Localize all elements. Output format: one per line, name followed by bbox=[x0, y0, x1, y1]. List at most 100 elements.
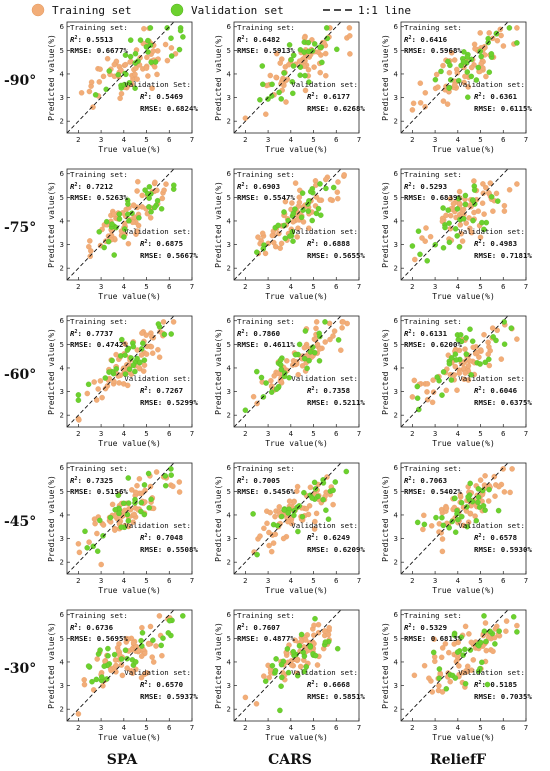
x-tick-label: 2 bbox=[243, 430, 247, 438]
training-point bbox=[146, 641, 152, 647]
validation-point bbox=[488, 194, 495, 200]
training-point bbox=[468, 639, 475, 646]
validation-point bbox=[120, 500, 127, 507]
x-tick-label: 4 bbox=[456, 724, 461, 732]
training-point bbox=[450, 201, 457, 207]
y-tick-label: 3 bbox=[394, 682, 398, 690]
validation-point bbox=[269, 662, 276, 669]
training-point bbox=[440, 98, 447, 104]
validation-point bbox=[105, 653, 111, 659]
training-point bbox=[261, 673, 267, 679]
y-tick-label: 5 bbox=[227, 488, 231, 496]
y-tick-label: 2 bbox=[227, 412, 231, 420]
y-tick-label: 3 bbox=[60, 535, 64, 543]
training-point bbox=[128, 668, 135, 674]
y-axis-title: Predicted value(%) bbox=[47, 622, 56, 709]
validation-point bbox=[290, 648, 297, 655]
validation-point bbox=[451, 632, 458, 638]
y-tick-label: 4 bbox=[60, 658, 65, 666]
training-point bbox=[88, 79, 95, 85]
validation-point bbox=[118, 656, 125, 662]
training-point bbox=[347, 33, 353, 39]
scatter-points bbox=[409, 178, 520, 264]
validation-point bbox=[462, 680, 469, 687]
training-point bbox=[290, 362, 296, 368]
training-point bbox=[486, 30, 492, 36]
validation-point bbox=[319, 59, 325, 66]
validation-point bbox=[281, 373, 288, 380]
validation-rmse: RMSE: 0.5851% bbox=[307, 692, 365, 701]
training-point bbox=[314, 662, 321, 668]
validation-point bbox=[323, 507, 329, 513]
training-point bbox=[313, 319, 320, 325]
training-point bbox=[347, 51, 353, 57]
validation-point bbox=[462, 646, 468, 653]
training-rmse: RMSE: 0.5968% bbox=[404, 46, 462, 55]
validation-point bbox=[85, 663, 92, 669]
validation-point bbox=[155, 321, 162, 327]
x-tick-label: 5 bbox=[311, 577, 315, 585]
validation-point bbox=[417, 251, 423, 258]
x-axis-title: True value(%) bbox=[98, 586, 161, 595]
column-label-relieff: ReliefF bbox=[430, 752, 486, 768]
training-point bbox=[322, 50, 329, 57]
training-point bbox=[160, 319, 167, 325]
training-point bbox=[486, 362, 493, 369]
validation-point bbox=[311, 479, 318, 486]
training-point bbox=[141, 671, 148, 677]
validation-point bbox=[309, 495, 315, 501]
x-tick-label: 2 bbox=[243, 724, 247, 732]
validation-point bbox=[312, 652, 319, 659]
training-point bbox=[119, 672, 126, 679]
validation-point bbox=[254, 249, 260, 255]
training-rmse: RMSE: 0.6839% bbox=[404, 193, 462, 202]
training-point bbox=[154, 187, 160, 194]
y-tick-label: 3 bbox=[394, 94, 398, 102]
training-point bbox=[139, 192, 145, 199]
validation-point bbox=[281, 209, 287, 215]
panel-7: 2 3 4 5 6 7 2 3 4 5 6 True value(%) Predicted value(… bbox=[47, 315, 198, 448]
validation-point bbox=[312, 615, 318, 622]
row-label-1: -90° bbox=[4, 73, 36, 89]
validation-r2: R2: 0.6875 bbox=[140, 239, 183, 248]
plot-frame bbox=[400, 21, 527, 134]
validation-point bbox=[439, 392, 445, 398]
validation-point bbox=[277, 357, 284, 363]
y-tick-label: 6 bbox=[394, 611, 399, 619]
legend-validation-label: Validation set bbox=[191, 4, 284, 17]
y-tick-label: 4 bbox=[394, 70, 399, 78]
validation-point bbox=[470, 217, 476, 224]
training-stats-header: Training set: bbox=[404, 23, 462, 32]
validation-point bbox=[299, 513, 306, 520]
validation-point bbox=[455, 516, 461, 523]
y-axis-title: Predicted value(%) bbox=[381, 328, 390, 415]
scatter-points bbox=[242, 615, 341, 714]
x-tick-label: 2 bbox=[243, 577, 247, 585]
x-tick-label: 5 bbox=[311, 136, 315, 144]
validation-point bbox=[302, 72, 308, 79]
panel-14: 2 3 4 5 6 7 2 3 4 5 6 True value(%) Predicted value(… bbox=[214, 609, 365, 742]
validation-rmse: RMSE: 0.6375% bbox=[474, 398, 532, 407]
validation-point bbox=[495, 198, 501, 204]
training-point bbox=[482, 44, 488, 51]
training-point bbox=[334, 189, 341, 195]
validation-point bbox=[416, 406, 422, 413]
validation-point bbox=[439, 514, 445, 521]
validation-point bbox=[254, 368, 260, 375]
validation-rmse: RMSE: 0.5299% bbox=[140, 398, 198, 407]
training-point bbox=[76, 549, 83, 556]
training-stats-header: Training set: bbox=[237, 611, 295, 620]
validation-point bbox=[272, 667, 279, 674]
validation-point bbox=[141, 482, 148, 488]
training-point bbox=[417, 100, 424, 106]
training-point bbox=[127, 507, 134, 513]
validation-point bbox=[145, 49, 151, 55]
training-point bbox=[116, 380, 122, 386]
validation-point bbox=[486, 486, 492, 493]
training-point bbox=[156, 354, 163, 360]
validation-r2: R2: 0.5185 bbox=[474, 680, 517, 689]
validation-point bbox=[479, 659, 485, 666]
validation-point bbox=[145, 37, 151, 44]
x-tick-label: 4 bbox=[289, 136, 294, 144]
validation-point bbox=[130, 362, 137, 369]
